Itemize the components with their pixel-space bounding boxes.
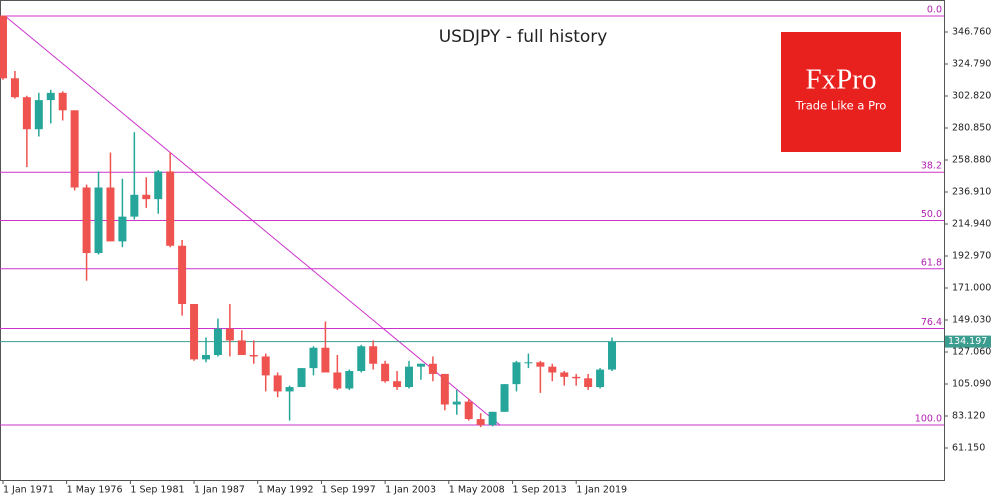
y-tick-label: 105.090: [952, 379, 991, 390]
y-tick-label: 302.820: [952, 91, 991, 102]
candle-body: [464, 401, 473, 420]
candle-body: [106, 187, 115, 242]
candle-body: [70, 110, 79, 188]
candle-body: [154, 171, 163, 200]
current-price-tag: [945, 335, 991, 348]
x-tick-label: 1 Jan 1987: [194, 485, 245, 496]
x-tick-label: 1 May 2008: [449, 485, 505, 496]
y-tick-label: 149.030: [952, 315, 991, 326]
candle-body: [166, 171, 175, 246]
candle-body: [440, 373, 449, 405]
current-price-label: 134.197: [948, 336, 987, 347]
candle-body: [596, 369, 605, 388]
candle-body: [34, 100, 43, 130]
candle-body: [548, 366, 557, 373]
x-tick-label: 1 Sep 2013: [513, 485, 567, 496]
fib-label: 0.0: [927, 4, 942, 15]
candle-body: [405, 366, 414, 388]
y-tick-label: 258.880: [952, 155, 991, 166]
logo-box: [781, 32, 901, 152]
fib-label: 38.2: [921, 161, 942, 172]
candle-body: [285, 387, 294, 392]
candle-body: [416, 363, 425, 367]
candle-body: [584, 378, 593, 388]
y-tick-label: 171.000: [952, 283, 991, 294]
y-tick-label: 192.970: [952, 251, 991, 262]
y-tick-label: 83.120: [952, 411, 985, 422]
y-tick-label: 214.940: [952, 219, 991, 230]
candle-body: [94, 187, 103, 254]
candle-body: [297, 368, 306, 388]
y-tick-label: 61.150: [952, 443, 985, 454]
candle-body: [452, 401, 461, 405]
candle-body: [190, 304, 199, 360]
candle-body: [118, 216, 127, 242]
candle-body: [237, 340, 246, 356]
candle-body: [261, 356, 270, 376]
candle-body: [10, 78, 19, 98]
fib-label: 100.0: [915, 414, 942, 425]
candle-body: [213, 328, 222, 356]
x-tick-label: 1 Sep 1997: [321, 485, 375, 496]
candle-body: [369, 346, 378, 364]
candle-body: [130, 194, 139, 217]
candle-body: [58, 92, 67, 111]
x-tick-label: 1 May 1992: [258, 485, 314, 496]
candle-body: [225, 328, 234, 341]
x-tick-label: 1 Jan 2003: [385, 485, 436, 496]
candle-body: [249, 355, 258, 357]
candle-body: [560, 372, 569, 377]
candle-body: [22, 97, 31, 130]
candle-body: [393, 381, 402, 388]
candle-body: [608, 341, 617, 370]
candle-body: [321, 347, 330, 373]
candle-body: [201, 355, 210, 360]
x-tick-label: 1 Jan 2019: [576, 485, 627, 496]
candle-body: [500, 384, 509, 412]
candle-body: [512, 362, 521, 385]
y-tick-label: 324.790: [952, 59, 991, 70]
candle-body: [476, 419, 485, 425]
logo-tagline: Trade Like a Pro: [795, 99, 887, 113]
logo-name: FxPro: [806, 64, 877, 96]
x-tick-label: 1 Sep 1981: [130, 485, 184, 496]
candle-body: [488, 411, 497, 425]
logo: FxPro Trade Like a Pro: [781, 32, 901, 152]
candle-body: [82, 187, 91, 254]
candle-body: [428, 363, 437, 374]
y-tick-label: 346.760: [952, 27, 991, 38]
candle-body: [46, 92, 55, 101]
chart-title: USDJPY - full history: [439, 27, 608, 47]
candle-body: [333, 372, 342, 389]
y-tick-label: 280.850: [952, 123, 991, 134]
y-tick-label: 127.060: [952, 347, 991, 358]
candle-body: [178, 245, 187, 305]
candle-body: [524, 362, 533, 364]
x-tick-label: 1 May 1976: [67, 485, 123, 496]
fib-label: 61.8: [921, 257, 942, 268]
candle-body: [273, 375, 282, 392]
x-tick-label: 1 Jan 1971: [3, 485, 54, 496]
fib-label: 50.0: [921, 209, 942, 220]
candle-body: [142, 194, 151, 200]
y-tick-label: 236.910: [952, 187, 991, 198]
candle-body: [309, 347, 318, 369]
candle-body: [345, 371, 354, 389]
candle-body: [357, 346, 366, 372]
candle-body: [381, 363, 390, 382]
candle-body: [0, 15, 7, 79]
candle-body: [536, 362, 545, 367]
candle-body: [572, 376, 581, 379]
fib-label: 76.4: [921, 317, 942, 328]
